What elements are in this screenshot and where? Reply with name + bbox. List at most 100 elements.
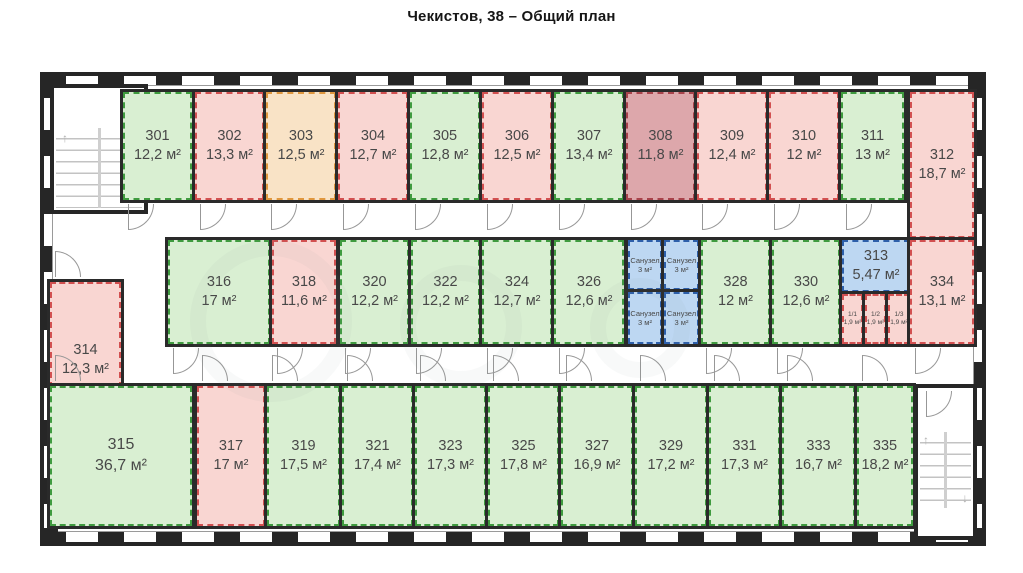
room-number: 325	[511, 438, 536, 455]
room-312[interactable]: 312 18,7 м²	[907, 89, 977, 241]
room-333[interactable]: 333 16,7 м²	[779, 383, 858, 529]
door-arc	[631, 204, 657, 230]
room-307[interactable]: 307 13,4 м²	[551, 89, 627, 203]
room-number: 323	[438, 438, 463, 455]
room-1-2[interactable]: 1/2 1,9 м²	[862, 291, 889, 347]
room-number: 328	[723, 274, 748, 291]
door-arc	[173, 348, 199, 374]
room-330[interactable]: 330 12,6 м²	[769, 237, 843, 347]
room-328[interactable]: 328 12 м²	[698, 237, 773, 347]
room-number: 304	[360, 128, 386, 145]
stair-divider	[944, 432, 947, 508]
room-309[interactable]: 309 12,4 м²	[694, 89, 770, 203]
room-number: 312	[929, 147, 955, 164]
room-sanuzel-4[interactable]: Санузел 3 м²	[661, 289, 702, 347]
room-number: 319	[291, 438, 316, 455]
room-321[interactable]: 321 17,4 м²	[339, 383, 416, 529]
room-area: 12,3 м²	[61, 361, 110, 377]
door-arc	[640, 355, 666, 381]
room-number: 309	[719, 128, 745, 145]
room-329[interactable]: 329 17,2 м²	[632, 383, 710, 529]
room-number: 1/3	[894, 310, 904, 318]
room-305[interactable]: 305 12,8 м²	[407, 89, 483, 203]
room-313[interactable]: 313 5,47 м²	[839, 237, 913, 295]
room-area: 13,3 м²	[205, 147, 254, 163]
room-number: Санузел	[666, 255, 697, 265]
room-area: 17,5 м²	[279, 457, 328, 473]
door-arc	[777, 348, 803, 374]
room-317[interactable]: 317 17 м²	[194, 383, 268, 529]
door-arc	[787, 355, 813, 381]
room-304[interactable]: 304 12,7 м²	[335, 89, 411, 203]
door-arc	[702, 204, 728, 230]
door-arc	[926, 391, 952, 417]
room-sanuzel-3[interactable]: Санузел 3 м²	[625, 289, 665, 347]
room-302[interactable]: 302 13,3 м²	[192, 89, 267, 203]
door-arc	[272, 355, 298, 381]
door-arc	[559, 348, 585, 374]
room-area: 18,7 м²	[918, 166, 966, 182]
door-arc	[271, 204, 297, 230]
room-318[interactable]: 318 11,6 м²	[269, 237, 339, 347]
room-1-1[interactable]: 1/1 1,9 м²	[839, 291, 866, 347]
room-number: 308	[648, 128, 673, 145]
room-320[interactable]: 320 12,2 м²	[337, 237, 412, 347]
room-number: 305	[432, 128, 458, 145]
room-325[interactable]: 325 17,8 м²	[485, 383, 562, 529]
staircase-bottom-right: ↑ ↓	[914, 384, 977, 540]
door-arc	[277, 348, 303, 374]
room-area: 13,1 м²	[918, 293, 966, 309]
room-334[interactable]: 334 13,1 м²	[907, 237, 977, 347]
room-area: 3 м²	[674, 265, 689, 274]
room-number: 317	[218, 438, 244, 455]
room-323[interactable]: 323 17,3 м²	[412, 383, 489, 529]
room-301[interactable]: 301 12,2 м²	[120, 89, 195, 203]
room-sanuzel-1[interactable]: Санузел 3 м²	[625, 237, 665, 293]
door-arc	[915, 348, 941, 374]
room-area: 11,8 м²	[637, 147, 684, 163]
room-306[interactable]: 306 12,5 м²	[479, 89, 555, 203]
room-335[interactable]: 335 18,2 м²	[854, 383, 916, 529]
room-number: 320	[362, 274, 387, 291]
room-area: 12,6 м²	[565, 293, 613, 309]
outer-wall-bottom	[40, 531, 986, 546]
room-area: 17,8 м²	[499, 457, 548, 473]
room-number: 333	[806, 438, 831, 455]
room-area: 17,3 м²	[720, 457, 769, 473]
room-331[interactable]: 331 17,3 м²	[706, 383, 783, 529]
door-arc	[345, 348, 371, 374]
room-area: 12,4 м²	[708, 147, 756, 163]
door-arc	[487, 204, 513, 230]
room-322[interactable]: 322 12,2 м²	[408, 237, 483, 347]
door-arc	[846, 204, 872, 230]
room-316[interactable]: 316 17 м²	[165, 237, 273, 347]
room-area: 12,6 м²	[782, 293, 830, 309]
room-324[interactable]: 324 12,7 м²	[479, 237, 555, 347]
room-area: 16,9 м²	[573, 457, 621, 473]
stairs-up-arrow: ↑	[62, 131, 68, 145]
room-315[interactable]: 315 36,7 м²	[47, 383, 195, 529]
room-number: 1/2	[870, 310, 881, 318]
room-sanuzel-2[interactable]: Санузел 3 м²	[661, 237, 702, 293]
room-326[interactable]: 326 12,6 м²	[551, 237, 627, 347]
room-number: 313	[863, 248, 889, 265]
room-319[interactable]: 319 17,5 м²	[264, 383, 343, 529]
room-311[interactable]: 311 13 м²	[838, 89, 907, 203]
room-303[interactable]: 303 12,5 м²	[263, 89, 339, 203]
room-area: 12,7 м²	[349, 147, 397, 163]
room-area: 3 м²	[638, 265, 652, 274]
room-308[interactable]: 308 11,8 м²	[623, 89, 698, 203]
room-number: 318	[291, 274, 317, 291]
room-number: 331	[732, 438, 757, 455]
room-327[interactable]: 327 16,9 м²	[558, 383, 636, 529]
room-area: 12,2 м²	[421, 293, 470, 309]
room-310[interactable]: 310 12 м²	[766, 89, 842, 203]
room-1-3[interactable]: 1/3 1,9 м²	[885, 291, 913, 347]
room-area: 5,47 м²	[852, 267, 900, 283]
room-number: 330	[793, 274, 819, 291]
stairs-down-arrow: ↓	[962, 491, 968, 505]
door-arc	[416, 348, 442, 374]
room-number: Санузел	[666, 308, 697, 318]
room-area: 12,5 м²	[277, 147, 325, 163]
door-arc	[774, 204, 800, 230]
